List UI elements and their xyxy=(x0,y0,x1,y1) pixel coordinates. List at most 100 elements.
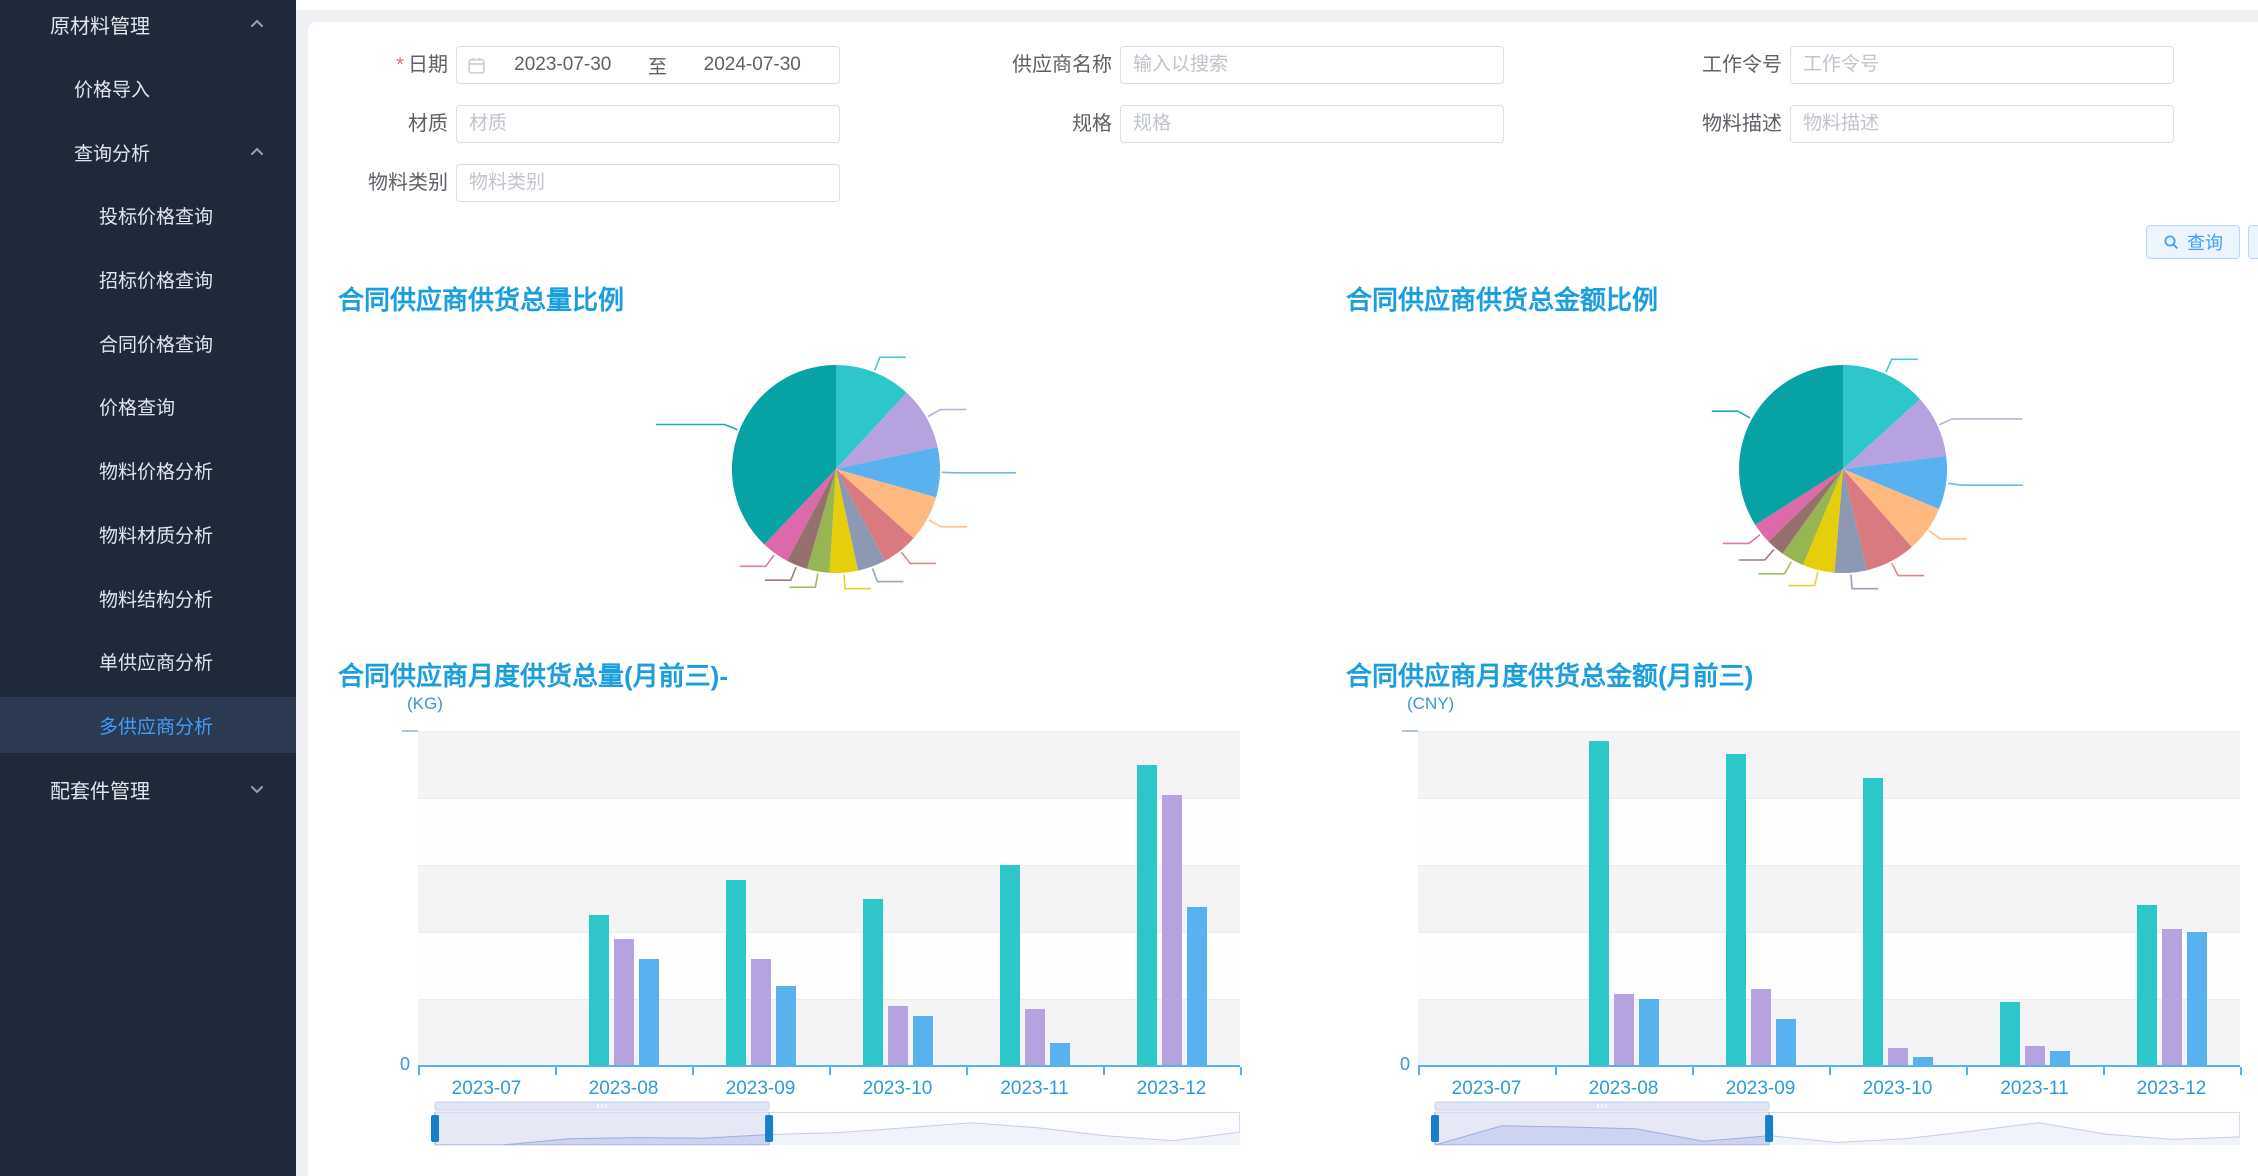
pie-slice[interactable] xyxy=(1843,365,1921,469)
datazoom-handle-left[interactable] xyxy=(1431,1115,1439,1142)
pie-slice[interactable] xyxy=(836,365,907,469)
bar-series-1[interactable] xyxy=(1725,754,1746,1066)
pie-slice[interactable] xyxy=(1755,469,1843,542)
bar-chart-amount: 2023-07 2023-08 2023-09 2023-10 2023-11 2023-… xyxy=(1402,730,2242,1099)
pie-slice[interactable] xyxy=(1782,469,1843,565)
sidebar-item-5[interactable]: 合同价格查询 xyxy=(0,315,296,371)
x-axis-tick xyxy=(1829,1067,1831,1075)
sidebar-item-9[interactable]: 物料结构分析 xyxy=(0,570,296,626)
bar-series-3[interactable] xyxy=(1638,999,1659,1066)
datazoom-handle-right[interactable] xyxy=(765,1115,774,1142)
date-separator: 至 xyxy=(647,56,667,78)
sidebar-item-label: 投标价格查询 xyxy=(99,206,214,228)
bar-series-1[interactable] xyxy=(588,915,609,1066)
x-axis-tick xyxy=(418,1067,420,1075)
sidebar-item-4[interactable]: 招标价格查询 xyxy=(0,251,296,307)
bar-series-2[interactable] xyxy=(613,938,634,1066)
sidebar-item-1[interactable]: 价格导入 xyxy=(0,60,296,116)
bar-series-2[interactable] xyxy=(1750,989,1771,1066)
bar-series-2[interactable] xyxy=(2024,1045,2045,1066)
material-input[interactable] xyxy=(456,105,840,143)
bar-series-2[interactable] xyxy=(1161,794,1182,1066)
bar-series-3[interactable] xyxy=(2186,932,2207,1066)
sidebar-item-12[interactable]: 配套件管理 xyxy=(0,761,296,817)
x-axis-label: 2023-10 xyxy=(1862,1078,1933,1099)
pie-slice[interactable] xyxy=(1739,365,1843,525)
sidebar-item-label: 物料材质分析 xyxy=(99,525,214,547)
sidebar-item-3[interactable]: 投标价格查询 xyxy=(0,187,296,243)
pie-label-line xyxy=(1947,482,2032,486)
pie-slice[interactable] xyxy=(731,364,836,545)
material-category-input[interactable] xyxy=(456,164,840,202)
sidebar-item-0[interactable]: 原材料管理 xyxy=(0,0,296,52)
datazoom-slider-amount[interactable] xyxy=(1431,1101,2241,1148)
pie-slice[interactable] xyxy=(836,469,914,561)
pie-label-line xyxy=(941,471,1026,474)
bar-series-3[interactable] xyxy=(1912,1057,1933,1066)
supplier-name-input[interactable] xyxy=(1120,46,1504,84)
sidebar-item-7[interactable]: 物料价格分析 xyxy=(0,442,296,498)
pie-slice[interactable] xyxy=(764,469,836,561)
x-axis-tick xyxy=(2240,1067,2242,1075)
sidebar-item-6[interactable]: 价格查询 xyxy=(0,378,296,434)
pie-slice[interactable] xyxy=(807,469,836,573)
plot-band xyxy=(418,932,1240,999)
bar-series-2[interactable] xyxy=(887,1005,908,1066)
bar-series-1[interactable] xyxy=(862,898,883,1066)
bar-series-3[interactable] xyxy=(1049,1042,1070,1066)
query-button[interactable]: 查询 xyxy=(2146,225,2240,259)
clipped-button[interactable] xyxy=(2248,225,2258,259)
pie-slice[interactable] xyxy=(1768,469,1844,554)
bar-series-1[interactable] xyxy=(2136,905,2157,1066)
pie-slice[interactable] xyxy=(1843,399,1947,469)
bar-series-3[interactable] xyxy=(1186,906,1207,1066)
bar-series-3[interactable] xyxy=(912,1015,933,1066)
grid-line xyxy=(1418,999,2240,1000)
pie-slice[interactable] xyxy=(1843,469,1939,547)
date-start-value[interactable]: 2023-07-30 xyxy=(514,54,612,75)
bar-series-3[interactable] xyxy=(775,985,796,1066)
sidebar-item-2[interactable]: 查询分析 xyxy=(0,124,296,180)
bar-series-1[interactable] xyxy=(725,880,746,1066)
pie-slice[interactable] xyxy=(1843,456,1948,510)
pie-slice[interactable] xyxy=(1834,469,1868,574)
sidebar-item-8[interactable]: 物料材质分析 xyxy=(0,506,296,562)
pie-label-line xyxy=(900,551,937,565)
datazoom-handle-right[interactable] xyxy=(1765,1115,1774,1142)
datazoom-svg xyxy=(1431,1101,2241,1146)
plot-band xyxy=(1418,932,2240,999)
bar-series-1[interactable] xyxy=(1862,777,1883,1066)
pie-slice[interactable] xyxy=(836,469,937,539)
bar-series-3[interactable] xyxy=(638,958,659,1066)
date-range-input[interactable]: 2023-07-30 至 2024-07-30 xyxy=(456,46,840,84)
sidebar-item-11[interactable]: 多供应商分析 xyxy=(0,697,296,753)
datazoom-slider-quantity[interactable] xyxy=(431,1101,1241,1148)
bar-series-2[interactable] xyxy=(1613,994,1634,1066)
spec-input[interactable] xyxy=(1120,105,1504,143)
datazoom-handle-left[interactable] xyxy=(431,1115,439,1142)
pie-slice[interactable] xyxy=(1843,469,1912,571)
pie-slice[interactable] xyxy=(1802,469,1843,573)
pie-slice[interactable] xyxy=(836,469,885,571)
bar-series-1[interactable] xyxy=(999,865,1020,1066)
bar-series-3[interactable] xyxy=(1775,1019,1796,1066)
pie-slice[interactable] xyxy=(836,447,940,498)
grid-line xyxy=(418,798,1240,799)
pie-slice[interactable] xyxy=(836,392,938,469)
bar-series-2[interactable] xyxy=(2161,928,2182,1066)
material-desc-input[interactable] xyxy=(1790,105,2174,143)
bar-series-1[interactable] xyxy=(1136,764,1157,1066)
bar-series-1[interactable] xyxy=(1588,741,1609,1066)
bar-series-2[interactable] xyxy=(750,958,771,1066)
work-order-input[interactable] xyxy=(1790,46,2174,84)
date-end-value[interactable]: 2024-07-30 xyxy=(703,54,801,75)
sidebar-item-10[interactable]: 单供应商分析 xyxy=(0,633,296,689)
bar-series-3[interactable] xyxy=(2049,1050,2070,1066)
pie-slice[interactable] xyxy=(787,469,836,569)
work-order-label: 工作令号 xyxy=(1702,54,1782,76)
bar-series-2[interactable] xyxy=(1887,1047,1908,1066)
bar-series-2[interactable] xyxy=(1024,1009,1045,1066)
pie-slice[interactable] xyxy=(829,469,859,573)
chevron-up-icon xyxy=(248,15,266,33)
bar-series-1[interactable] xyxy=(1999,1002,2020,1066)
